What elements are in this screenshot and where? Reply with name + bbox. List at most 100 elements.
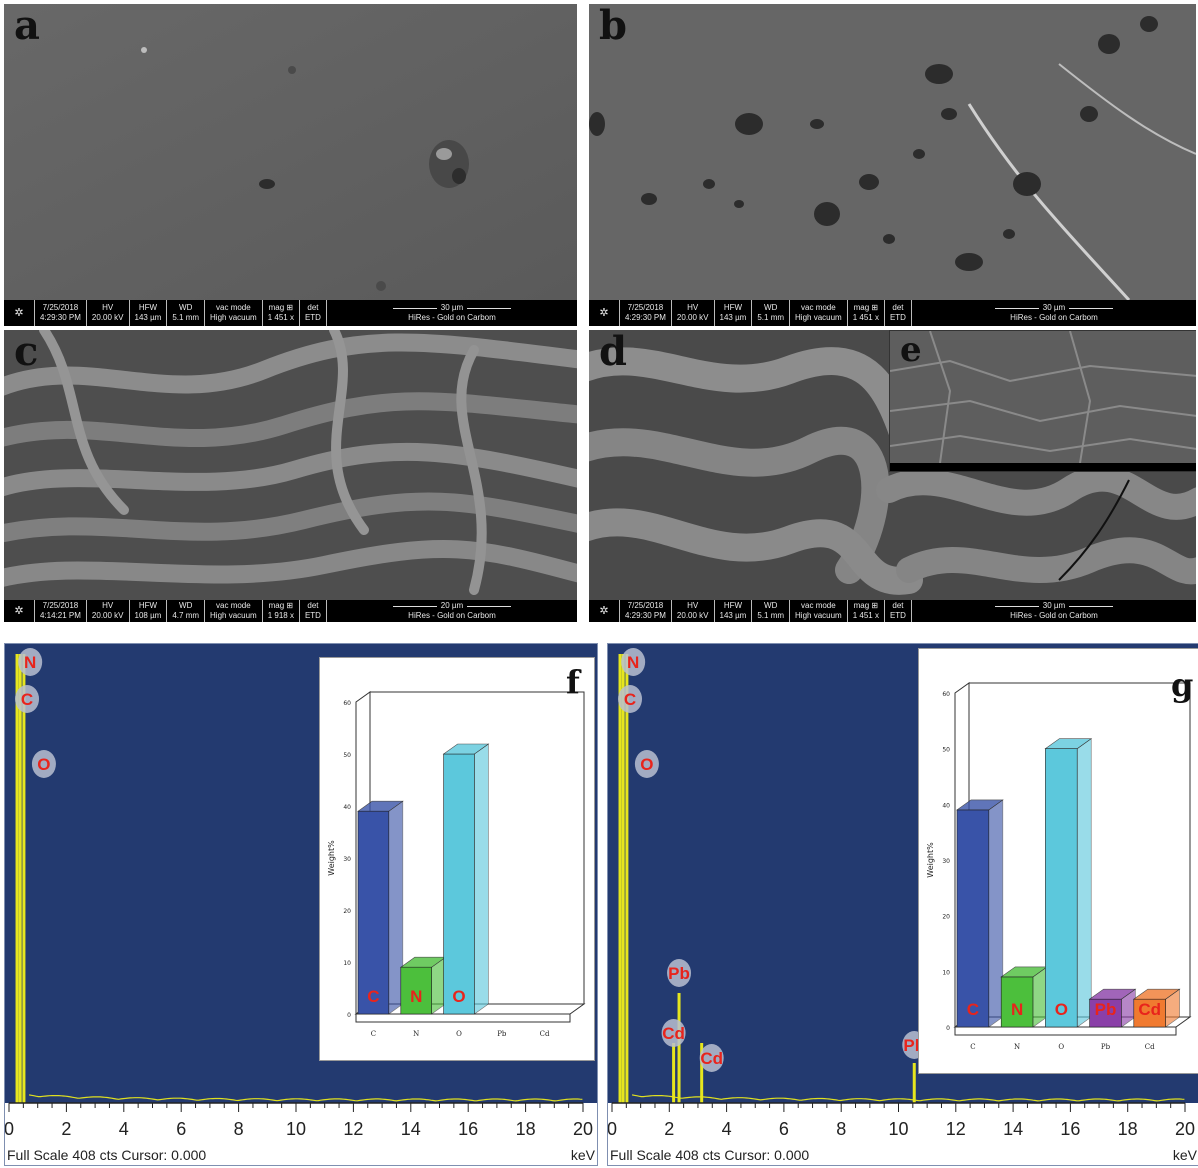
inset-y-tick-label: 60 bbox=[942, 691, 950, 698]
x-tick-label: 0 bbox=[5, 1119, 14, 1139]
scale-bar: 30 µm HiRes - Gold on Carbom bbox=[912, 300, 1196, 326]
inset-x-tick-label: Cd bbox=[1145, 1043, 1155, 1051]
spectrum-baseline bbox=[631, 1094, 1185, 1102]
inset-bar-N bbox=[399, 956, 447, 1015]
x-axis-unit: keV bbox=[1172, 1147, 1197, 1163]
spectrum-peak bbox=[22, 654, 26, 1103]
weight-chart-g: 0 10 20 30 40 50 60 Weight% C C N N O O Pb Pb Cd Cd bbox=[926, 682, 1192, 1051]
inset-bar-label: O bbox=[1055, 1000, 1068, 1019]
x-tick-label: 10 bbox=[286, 1119, 306, 1139]
x-tick-label: 8 bbox=[836, 1119, 846, 1139]
fei-logo-icon: ✲ bbox=[4, 300, 35, 326]
panel-label-e: e bbox=[900, 330, 922, 370]
svg-text:C: C bbox=[624, 690, 636, 709]
inset-bar-Cd bbox=[1132, 988, 1181, 1028]
sem-infobar-d: ✲ 7/25/2018 4:29:30 PM HV 20.00 kV HFW 143 … bbox=[589, 600, 1196, 622]
x-tick-label: 16 bbox=[1060, 1119, 1080, 1139]
spectrum-footer-g: Full Scale 408 cts Cursor: 0.000 keV bbox=[608, 1137, 1198, 1165]
inset-y-tick-label: 50 bbox=[343, 752, 351, 759]
x-tick-label: 16 bbox=[458, 1119, 478, 1139]
sem-infobar-a: ✲ 7/25/2018 4:29:30 PM HV 20.00 kV HFW 143 … bbox=[4, 300, 577, 326]
sem-image-e bbox=[890, 331, 1196, 463]
svg-text:N: N bbox=[24, 653, 36, 672]
sem-panel-b: b ✲ 7/25/2018 4:29:30 PM HV 20.00 kV HFW 14… bbox=[589, 4, 1196, 326]
weight-inset-f: 0 10 20 30 40 50 60 Weight% C C N N O O Pb Cd f bbox=[319, 657, 595, 1061]
inset-x-tick-label: O bbox=[1058, 1043, 1064, 1051]
sem-infobar-e bbox=[890, 463, 1196, 471]
panel-label-g: g bbox=[1171, 666, 1194, 704]
spectrum-footer-text: Full Scale 408 cts Cursor: 0.000 bbox=[7, 1147, 207, 1163]
inset-x-tick-label: Pb bbox=[1101, 1043, 1111, 1051]
spectrum-peak bbox=[700, 1043, 704, 1103]
eds-panel-f: CNO02468101214161820 0102030405060Weight… bbox=[4, 643, 598, 1166]
spectrum-peak bbox=[625, 654, 629, 1103]
inset-y-tick-label: 0 bbox=[347, 1012, 351, 1019]
inset-y-tick-label: 50 bbox=[942, 747, 950, 754]
scale-bar: 30 µm HiRes - Gold on Carbom bbox=[327, 300, 577, 326]
inset-y-tick-label: 10 bbox=[343, 960, 351, 967]
x-tick-label: 18 bbox=[1118, 1119, 1138, 1139]
x-tick-label: 20 bbox=[1175, 1119, 1195, 1139]
panel-label-a: a bbox=[14, 4, 40, 49]
inset-bar-Pb bbox=[1088, 988, 1137, 1028]
inset-bar-label: O bbox=[452, 987, 465, 1006]
spectrum-peak bbox=[15, 654, 19, 1103]
inset-x-tick-label: O bbox=[456, 1030, 462, 1038]
inset-y-tick-label: 30 bbox=[343, 856, 351, 863]
inset-y-tick-label: 20 bbox=[343, 908, 351, 915]
inset-y-tick-label: 20 bbox=[942, 914, 950, 921]
eds-panel-g: CNOPbCdPbCd02468101214161820 01020304050… bbox=[607, 643, 1198, 1166]
spectrum-peak bbox=[621, 654, 625, 1103]
x-tick-label: 12 bbox=[946, 1119, 966, 1139]
peak-label-O: O bbox=[31, 750, 56, 778]
svg-text:N: N bbox=[627, 653, 639, 672]
x-tick-label: 0 bbox=[608, 1119, 617, 1139]
spectrum-peak bbox=[912, 1063, 916, 1103]
sem-image-b bbox=[589, 4, 1196, 300]
sem-infobar-c: ✲ 7/25/2018 4:14:21 PM HV 20.00 kV HFW 108 … bbox=[4, 600, 577, 622]
sem-image-a bbox=[4, 4, 577, 300]
inset-x-tick-label: Cd bbox=[540, 1030, 550, 1038]
x-tick-label: 14 bbox=[401, 1119, 421, 1139]
svg-text:O: O bbox=[640, 755, 653, 774]
scale-bar: 20 µm HiRes - Gold on Carbom bbox=[327, 600, 577, 622]
inset-bar-label: C bbox=[967, 1000, 979, 1019]
peak-label-Pb: Pb bbox=[667, 959, 692, 987]
inset-y-tick-label: 40 bbox=[343, 804, 351, 811]
spectrum-baseline bbox=[28, 1094, 583, 1102]
sem-panel-d: d e ✲ 7/25/2018 4:29:30 PM HV 20.00 kV HFW… bbox=[589, 330, 1196, 622]
panel-label-f: f bbox=[566, 663, 580, 701]
x-tick-label: 8 bbox=[234, 1119, 244, 1139]
x-tick-label: 6 bbox=[176, 1119, 186, 1139]
x-tick-label: 20 bbox=[573, 1119, 593, 1139]
x-tick-label: 14 bbox=[1003, 1119, 1023, 1139]
inset-y-axis-label: Weight% bbox=[926, 842, 935, 878]
inset-x-tick-label: N bbox=[413, 1030, 419, 1038]
sem-panel-c: c ✲ 7/25/2018 4:14:21 PM HV 20.00 kV HFW 10… bbox=[4, 330, 577, 622]
spectrum-peak bbox=[618, 654, 622, 1103]
inset-y-tick-label: 0 bbox=[946, 1025, 950, 1032]
spectrum-peak bbox=[18, 654, 22, 1103]
x-tick-label: 10 bbox=[888, 1119, 908, 1139]
inset-bar-C bbox=[357, 800, 404, 1015]
inset-x-tick-label: C bbox=[371, 1030, 376, 1038]
inset-y-tick-label: 40 bbox=[942, 802, 950, 809]
inset-y-axis-label: Weight% bbox=[327, 840, 336, 876]
x-tick-label: 2 bbox=[664, 1119, 674, 1139]
svg-text:O: O bbox=[37, 755, 50, 774]
inset-base bbox=[355, 1013, 571, 1023]
inset-bar-O bbox=[442, 743, 490, 1015]
inset-bar-C bbox=[956, 799, 1004, 1028]
inset-x-tick-label: Pb bbox=[497, 1030, 507, 1038]
svg-text:Cd: Cd bbox=[700, 1049, 723, 1068]
weight-chart-f: 0 10 20 30 40 50 60 Weight% C C N N O O Pb Cd bbox=[327, 691, 586, 1038]
sem-panel-a: a ✲ 7/25/2018 4:29:30 PM HV 20.00 kV HFW 14… bbox=[4, 4, 577, 326]
peak-label-N: N bbox=[18, 648, 43, 676]
x-tick-label: 2 bbox=[61, 1119, 71, 1139]
inset-bar-label: Cd bbox=[1138, 1000, 1161, 1019]
x-tick-label: 12 bbox=[343, 1119, 363, 1139]
inset-bar-label: N bbox=[1011, 1000, 1023, 1019]
sem-image-c bbox=[4, 330, 577, 600]
fei-logo-icon: ✲ bbox=[589, 600, 620, 622]
inset-bar-label: N bbox=[410, 987, 422, 1006]
